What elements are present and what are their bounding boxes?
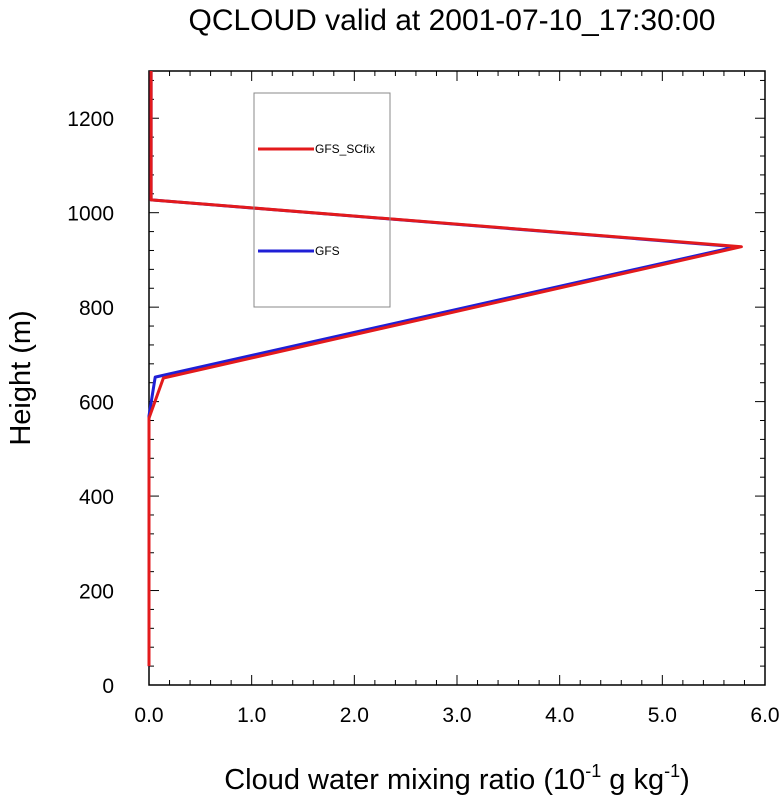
- y-tick-label: 0: [102, 675, 114, 698]
- x-axis-label-main: Cloud water mixing ratio (10: [224, 764, 585, 796]
- y-axis-label: Height (m): [5, 310, 37, 445]
- y-tick-label: 800: [79, 297, 114, 320]
- x-tick-label: 6.0: [750, 704, 779, 727]
- x-tick-label: 5.0: [648, 704, 677, 727]
- y-tick-label: 200: [79, 581, 114, 604]
- axis-tick-labels: 0.0 1.0 2.0 3.0 4.0 5.0 6.0 0 200 400 600 800 1000 12…: [67, 108, 779, 727]
- x-axis-label-exp1: -1: [585, 761, 601, 781]
- x-tick-label: 2.0: [340, 704, 369, 727]
- legend: GFS_SCfix GFS: [253, 92, 391, 308]
- x-axis-label-mid: g kg: [601, 764, 664, 796]
- series-line-gfs-scfix: [147, 71, 743, 667]
- legend-box: [253, 92, 391, 308]
- y-tick-label: 400: [79, 486, 114, 509]
- axis-ticks: [148, 71, 766, 686]
- legend-label-gfs: GFS: [315, 244, 340, 258]
- series-line-gfs: [147, 71, 738, 667]
- legend-label-gfs-scfix: GFS_SCfix: [315, 142, 375, 156]
- x-axis-label: Cloud water mixing ratio (10-1 g kg-1): [224, 761, 690, 796]
- series-layer: [147, 71, 743, 667]
- y-tick-label: 1200: [67, 108, 114, 131]
- y-tick-label: 1000: [67, 203, 114, 226]
- x-tick-label: 1.0: [237, 704, 266, 727]
- plot-frame: [148, 70, 766, 686]
- x-axis-label-exp2: -1: [664, 761, 680, 781]
- x-axis-label-end: ): [680, 764, 690, 796]
- x-tick-label: 4.0: [545, 704, 574, 727]
- chart-title: QCLOUD valid at 2001-07-10_17:30:00: [189, 4, 716, 37]
- x-tick-label: 3.0: [442, 704, 471, 727]
- y-tick-label: 600: [79, 392, 114, 415]
- x-tick-label: 0.0: [134, 704, 163, 727]
